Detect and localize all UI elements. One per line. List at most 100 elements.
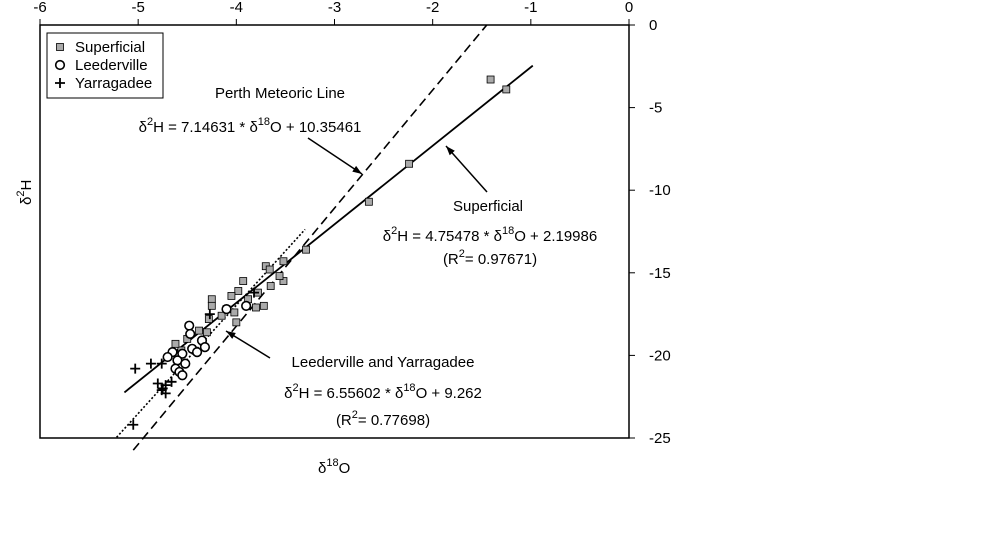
text-part: O +	[270, 119, 299, 136]
text-part: O +	[514, 228, 543, 245]
text-part: δ	[18, 197, 35, 205]
plus-marker	[130, 363, 141, 374]
fit-equation: δ2H = 6.55602 * δ18O + 9.262	[284, 382, 482, 402]
x-tick-label: -4	[230, 0, 243, 16]
text-part: H =	[153, 119, 181, 136]
text-part: δ	[284, 385, 292, 402]
text-part: * δ	[479, 228, 502, 245]
text-part: * δ	[381, 385, 404, 402]
plus-marker	[152, 378, 163, 389]
square-marker	[265, 265, 274, 274]
superscript: 2	[292, 382, 298, 394]
circle-marker	[241, 300, 252, 311]
superscript: 18	[258, 116, 270, 128]
text-part: δ	[318, 460, 326, 477]
fit-label: Perth Meteoric Line	[215, 85, 345, 102]
x-tick-label: -5	[131, 0, 144, 16]
x-tick-label: -6	[33, 0, 46, 16]
square-marker	[232, 318, 241, 327]
superscript: 2	[352, 409, 358, 421]
slope-value: 7.14631	[181, 119, 235, 136]
circle-marker	[162, 351, 173, 363]
circle-marker	[177, 348, 188, 359]
circle-marker	[191, 346, 203, 358]
text-part: (R	[336, 412, 352, 429]
legend-marker	[56, 43, 64, 51]
text-part: H =	[299, 385, 327, 402]
superscript: 2	[459, 248, 465, 260]
text-part: δ	[383, 228, 391, 245]
r2-value: 0.77698	[371, 412, 425, 429]
y-tick-label: -25	[649, 430, 671, 447]
text-part: O +	[416, 385, 445, 402]
text-part: =	[358, 412, 371, 429]
circle-marker	[177, 370, 188, 381]
plus-marker	[128, 419, 139, 430]
x-tick-label: -3	[328, 0, 341, 16]
fit-equation: δ2H = 4.75478 * δ18O + 2.19986	[383, 225, 597, 245]
superscript: 2	[391, 225, 397, 237]
plus-marker	[204, 309, 215, 320]
text-part: )	[532, 251, 537, 268]
circle-marker	[185, 328, 196, 340]
square-marker	[207, 301, 216, 310]
square-marker	[171, 339, 180, 348]
fit-r2: (R2= 0.77698)	[336, 409, 430, 429]
square-marker	[302, 245, 310, 254]
text-part: (R	[443, 251, 459, 268]
fit-label: Superficial	[453, 198, 523, 215]
superscript: 2	[15, 191, 27, 197]
slope-value: 4.75478	[425, 228, 479, 245]
superscript: 18	[326, 457, 338, 469]
circle-marker	[199, 342, 211, 353]
text-part: δ	[139, 119, 147, 136]
square-marker	[502, 85, 511, 94]
y-tick-label: -15	[649, 265, 671, 282]
arrow-head	[446, 146, 455, 156]
square-marker	[204, 315, 213, 323]
y-axis-label: δ2H	[15, 180, 35, 205]
plus-marker	[157, 383, 168, 394]
fit-line	[115, 228, 306, 438]
annotation-arrow	[307, 137, 363, 175]
square-marker	[275, 272, 284, 281]
text-part: =	[465, 251, 478, 268]
text-part: )	[425, 412, 430, 429]
fit-r2: (R2= 0.97671)	[443, 248, 537, 268]
x-tick-label: -2	[426, 0, 439, 16]
x-axis-label: δ18O	[318, 457, 350, 477]
y-tick-label: 0	[649, 17, 657, 34]
plus-marker	[249, 287, 260, 298]
plus-marker	[145, 358, 156, 369]
y-tick-label: -20	[649, 347, 671, 364]
superscript: 18	[403, 382, 415, 394]
circle-marker	[184, 320, 195, 331]
text-part: O	[339, 460, 351, 477]
x-tick-label: 0	[625, 0, 633, 16]
text-part: * δ	[235, 119, 258, 136]
legend-label: Superficial	[75, 39, 145, 56]
square-marker	[279, 257, 288, 266]
square-marker	[252, 303, 260, 312]
legend-label: Leederville	[75, 57, 148, 74]
square-marker	[227, 292, 236, 300]
superscript: 2	[147, 116, 153, 128]
square-marker	[266, 282, 275, 290]
intercept-value: 10.35461	[299, 119, 362, 136]
annotation-arrow	[445, 145, 488, 193]
square-marker	[259, 301, 268, 310]
arrow-head	[226, 331, 236, 339]
legend-label: Yarragadee	[75, 75, 152, 92]
square-marker	[239, 277, 248, 285]
x-tick-label: -1	[524, 0, 537, 16]
legend-marker	[54, 59, 66, 71]
circle-marker	[221, 304, 232, 315]
square-marker	[195, 326, 203, 335]
intercept-value: 2.19986	[543, 228, 597, 245]
square-marker	[234, 287, 243, 295]
arrow-head	[352, 165, 362, 174]
square-marker	[207, 295, 216, 304]
plus-marker	[166, 376, 177, 387]
